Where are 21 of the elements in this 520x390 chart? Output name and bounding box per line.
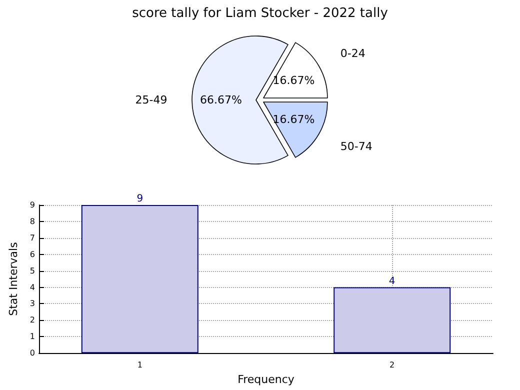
slice-label: 50-74 [340,140,372,153]
data-label: 4 [388,276,396,287]
data-label: 16.67% [272,74,315,87]
y-tick-label: 8 [30,216,35,226]
data-label: 66.67% [200,94,242,106]
y-tick-label: 9 [30,200,35,210]
chart-title: score tally for Liam Stocker - 2022 tally [132,6,388,21]
data-label: 9 [136,194,144,204]
y-tick-label: 2 [30,316,35,325]
y-tick-label: 6 [30,250,35,259]
y-tick-label: 7 [30,233,35,242]
y-tick-label: 0 [30,348,35,358]
y-axis-title: Stat Intervals [7,242,20,316]
y-tick-label: 1 [30,332,35,342]
slice-label: 0-24 [340,47,366,60]
y-tick-label: 4 [30,282,35,292]
y-tick-label: 5 [30,266,35,276]
slice-label: 25-49 [135,94,168,106]
data-label: 16.67% [272,113,315,126]
y-tick-label: 3 [30,299,35,308]
x-axis-title: Frequency [238,373,295,386]
